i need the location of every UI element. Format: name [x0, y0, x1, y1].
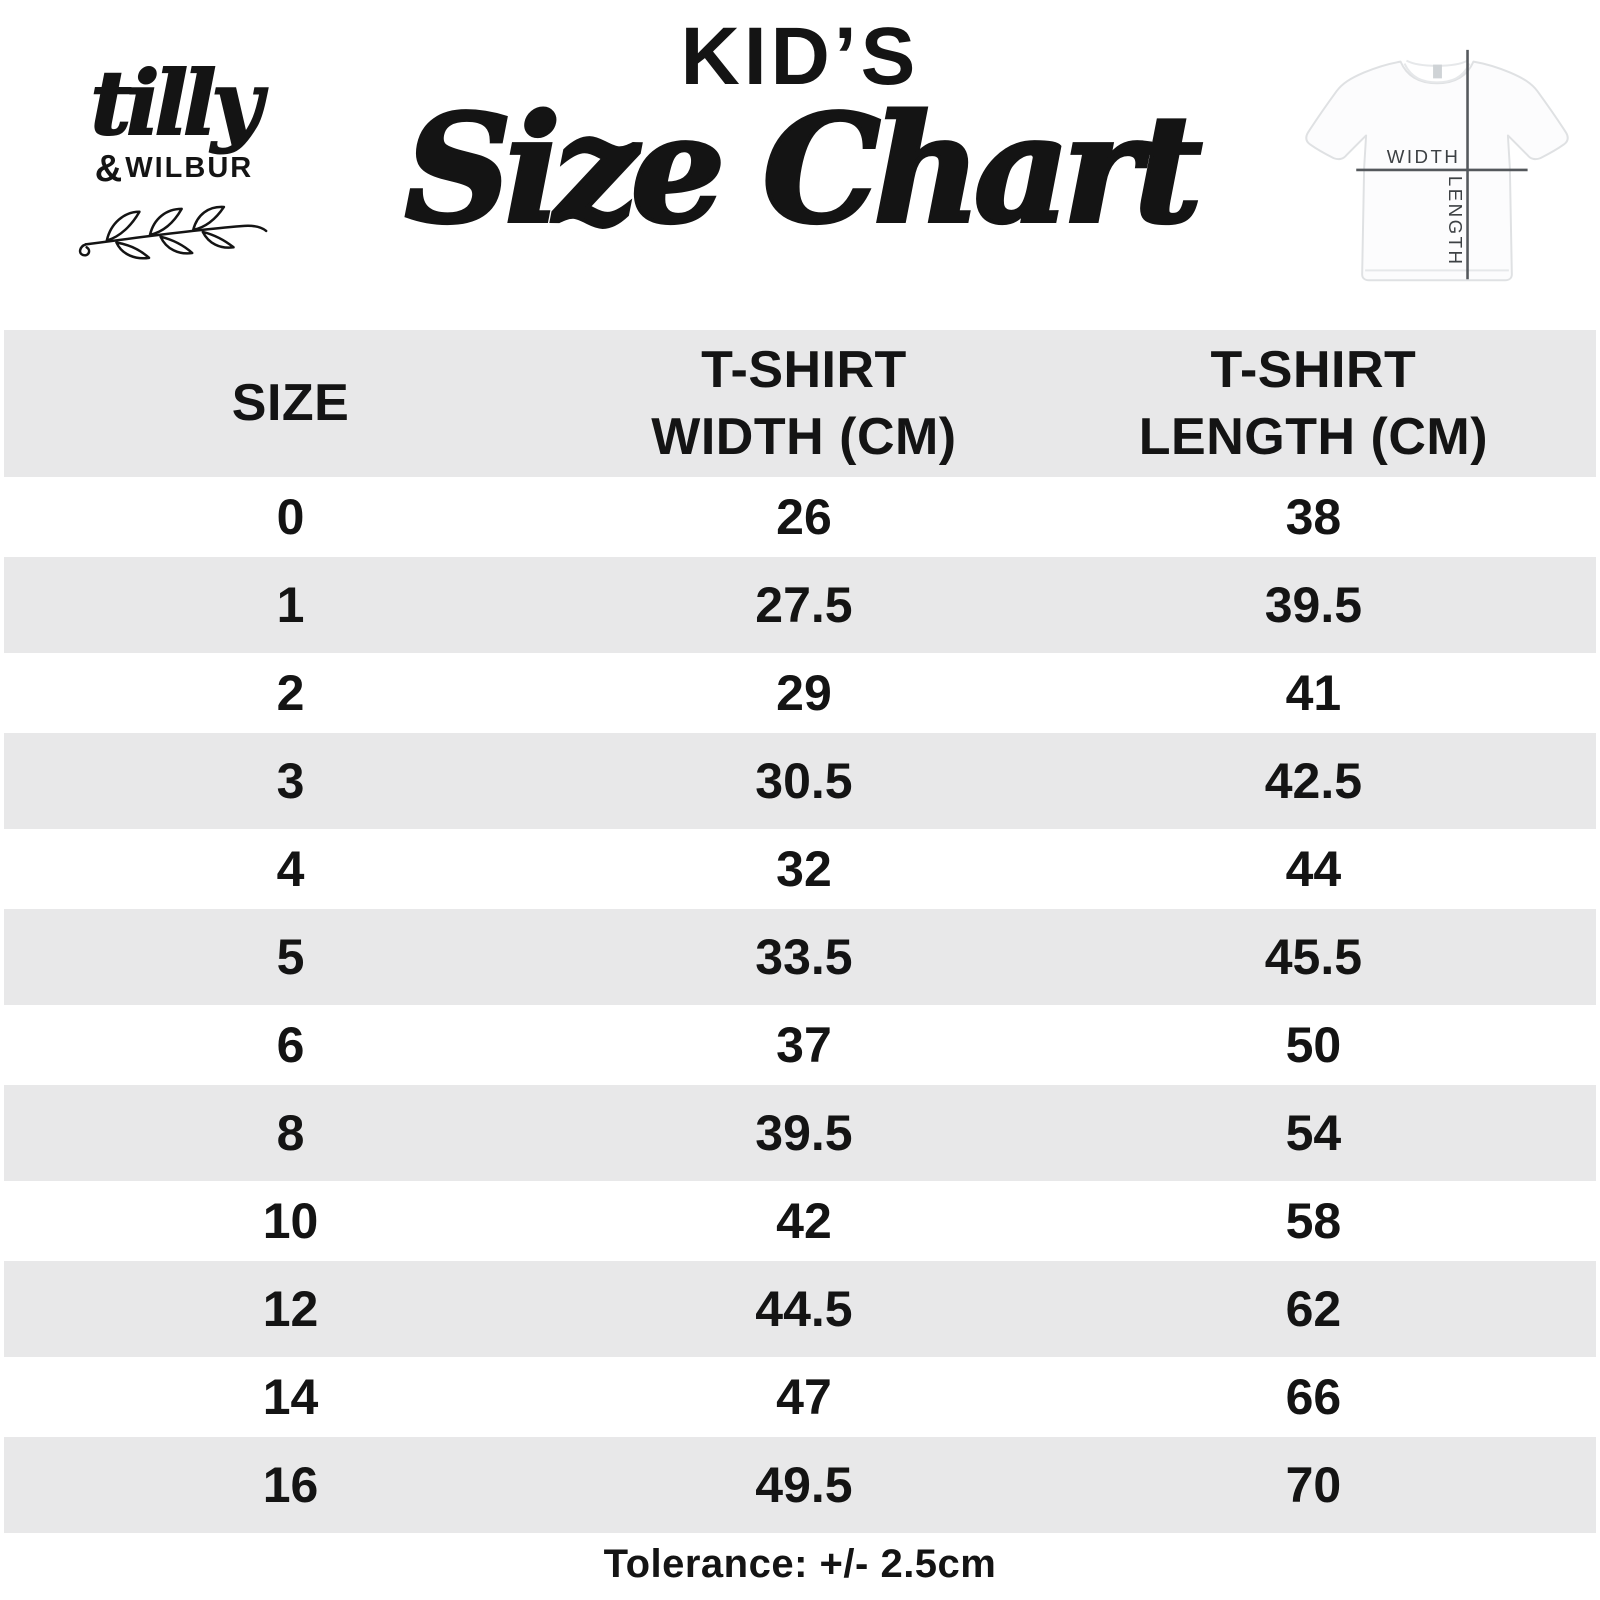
cell-width: 37 [776, 1017, 832, 1073]
tolerance-note: Tolerance: +/- 2.5cm [603, 1542, 997, 1586]
column-header-width-line2: WIDTH (CM) [651, 407, 957, 466]
cell-size: 4 [276, 841, 305, 897]
cell-size: 5 [276, 929, 305, 985]
column-header-width: T-SHIRT WIDTH (CM) [577, 337, 1031, 469]
table-row: 6 37 50 [4, 1005, 1596, 1085]
cell-width: 49.5 [755, 1457, 853, 1513]
laurel-branch-icon [78, 205, 268, 260]
size-table: SIZE T-SHIRT WIDTH (CM) T-SHIRT LENGTH (… [4, 330, 1596, 1533]
cell-length: 41 [1285, 665, 1342, 721]
table-row: 1 27.5 39.5 [4, 557, 1596, 653]
cell-width: 39.5 [755, 1105, 853, 1161]
cell-length: 66 [1285, 1369, 1342, 1425]
tshirt-measurement-diagram: WIDTH LENGTH [1288, 38, 1586, 296]
page-titles: KID’S Size Chart [0, 11, 1600, 256]
table-row: 12 44.5 62 [4, 1261, 1596, 1357]
table-header-row: SIZE T-SHIRT WIDTH (CM) T-SHIRT LENGTH (… [4, 330, 1596, 477]
column-header-length-line2: LENGTH (CM) [1138, 407, 1489, 466]
shirt-neck-tag [1433, 64, 1442, 79]
table-row: 4 32 44 [4, 829, 1596, 909]
cell-width: 42 [776, 1193, 832, 1249]
cell-width: 33.5 [755, 929, 853, 985]
cell-length: 39.5 [1264, 577, 1363, 633]
cell-length: 58 [1285, 1193, 1342, 1249]
cell-width: 30.5 [755, 753, 853, 809]
table-row: 16 49.5 70 [4, 1437, 1596, 1533]
cell-length: 62 [1285, 1281, 1342, 1337]
cell-width: 26 [776, 489, 832, 545]
cell-length: 45.5 [1264, 929, 1363, 985]
cell-length: 70 [1285, 1457, 1342, 1513]
cell-length: 44 [1285, 841, 1342, 897]
cell-width: 29 [776, 665, 832, 721]
page-kicker: KID’S [680, 11, 920, 102]
cell-size: 8 [276, 1105, 305, 1161]
table-row: 0 26 38 [4, 477, 1596, 557]
cell-size: 1 [276, 577, 305, 633]
brand-logo: tilly &WILBUR [76, 51, 272, 261]
column-header-width-line1: T-SHIRT [701, 341, 907, 400]
brand-name-caps: &WILBUR [76, 148, 272, 191]
column-header-length-line1: T-SHIRT [1210, 341, 1417, 400]
cell-size: 12 [262, 1281, 319, 1337]
table-row: 10 42 58 [4, 1181, 1596, 1261]
cell-size: 14 [262, 1369, 319, 1425]
page-title: Size Chart [403, 82, 1204, 256]
cell-size: 16 [262, 1457, 319, 1513]
table-row: 5 33.5 45.5 [4, 909, 1596, 1005]
cell-size: 3 [276, 753, 305, 809]
cell-size: 0 [276, 489, 305, 545]
brand-secondary-name: WILBUR [125, 151, 254, 184]
cell-width: 44.5 [755, 1281, 853, 1337]
table-row: 2 29 41 [4, 653, 1596, 733]
cell-length: 54 [1285, 1105, 1342, 1161]
cell-length: 50 [1285, 1017, 1342, 1073]
column-header-size: SIZE [231, 374, 350, 433]
cell-size: 10 [262, 1193, 319, 1249]
column-header-length: T-SHIRT LENGTH (CM) [1031, 337, 1596, 469]
brand-ampersand: & [94, 147, 125, 190]
cell-width: 47 [776, 1369, 832, 1425]
size-table-body: 0 26 38 1 27.5 39.5 2 29 41 3 30.5 42.5 4 32 44 5 33.5 45… [4, 477, 1596, 1533]
cell-length: 38 [1285, 489, 1342, 545]
cell-size: 6 [276, 1017, 305, 1073]
width-axis-label: WIDTH [1387, 146, 1461, 167]
length-axis-label: LENGTH [1445, 176, 1466, 267]
cell-length: 42.5 [1264, 753, 1363, 809]
cell-width: 32 [776, 841, 832, 897]
table-row: 3 30.5 42.5 [4, 733, 1596, 829]
brand-name-script: tilly [89, 51, 263, 155]
cell-size: 2 [276, 665, 305, 721]
table-row: 14 47 66 [4, 1357, 1596, 1437]
table-row: 8 39.5 54 [4, 1085, 1596, 1181]
cell-width: 27.5 [755, 577, 853, 633]
